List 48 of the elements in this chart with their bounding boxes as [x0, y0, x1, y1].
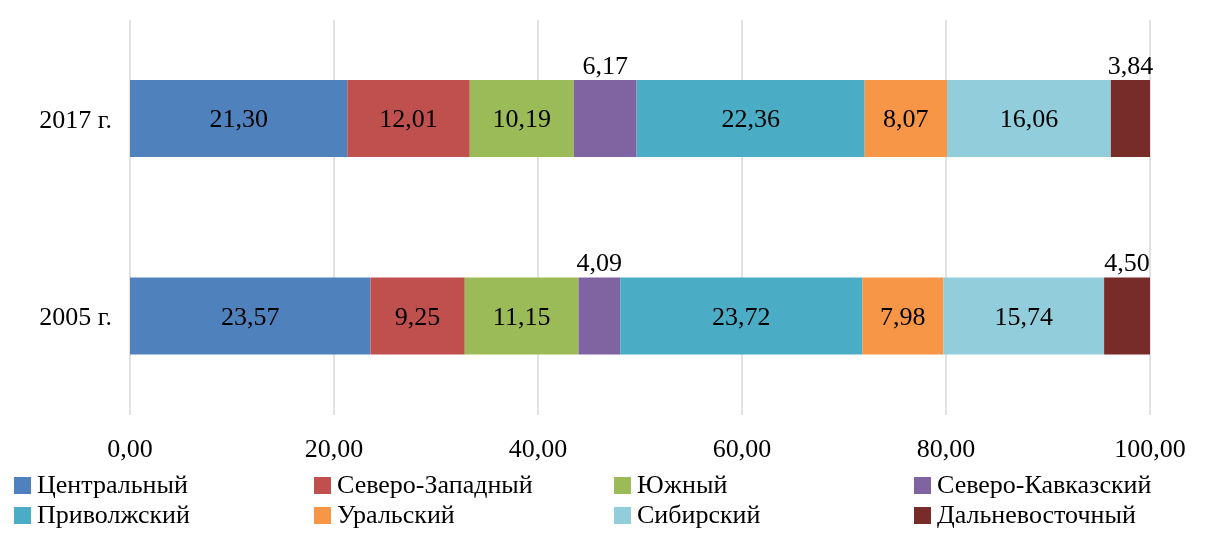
bar [469, 80, 574, 157]
data-label: 23,72 [711, 301, 771, 331]
bar [943, 277, 1105, 355]
x-tick-label: 80,00 [916, 434, 976, 464]
data-label: 16,06 [999, 104, 1059, 133]
legend-label: Центральный [37, 470, 188, 500]
data-label: 7,98 [880, 301, 926, 331]
bar [862, 277, 944, 355]
x-tick-label: 40,00 [508, 434, 568, 464]
data-label: 23,57 [220, 301, 280, 331]
legend-label: Уральский [337, 500, 455, 530]
data-label: 15,74 [994, 301, 1054, 331]
data-label: 22,36 [721, 104, 780, 133]
legend-label: Дальневосточный [937, 500, 1136, 530]
bar [347, 80, 470, 157]
bar [620, 277, 863, 355]
x-tick-label: 60,00 [712, 434, 772, 464]
data-label: 9,25 [394, 301, 441, 331]
legend-label: Северо-Кавказский [937, 470, 1152, 500]
bar [130, 80, 348, 157]
bar [1110, 80, 1150, 157]
data-label: 11,15 [492, 301, 551, 331]
bar [636, 80, 865, 157]
bar [1104, 277, 1150, 355]
data-label: 4,09 [576, 248, 623, 277]
bar [573, 80, 637, 157]
legend-label: Южный [637, 470, 728, 500]
bar [864, 80, 948, 157]
bar [578, 277, 621, 355]
x-tick-label: 0,00 [107, 434, 153, 464]
data-label: 21,30 [209, 104, 268, 133]
data-label: 10,19 [492, 104, 551, 133]
bar [947, 80, 1111, 157]
bar [130, 277, 371, 355]
bar [464, 277, 579, 355]
bar [370, 277, 465, 355]
data-label: 8,07 [883, 104, 929, 133]
legend-label: Приволжский [37, 500, 190, 530]
y-tick-label: 2017 г. [39, 104, 112, 134]
data-label: 6,17 [582, 50, 628, 80]
data-label: 3,84 [1107, 50, 1154, 80]
x-tick-label: 20,00 [304, 434, 364, 464]
legend-label: Северо-Западный [337, 470, 533, 500]
data-label: 12,01 [379, 104, 438, 133]
data-label: 4,50 [1104, 248, 1150, 277]
x-tick-label: 100,00 [1114, 434, 1186, 464]
y-tick-label: 2005 г. [39, 302, 112, 332]
legend-label: Сибирский [637, 500, 761, 530]
